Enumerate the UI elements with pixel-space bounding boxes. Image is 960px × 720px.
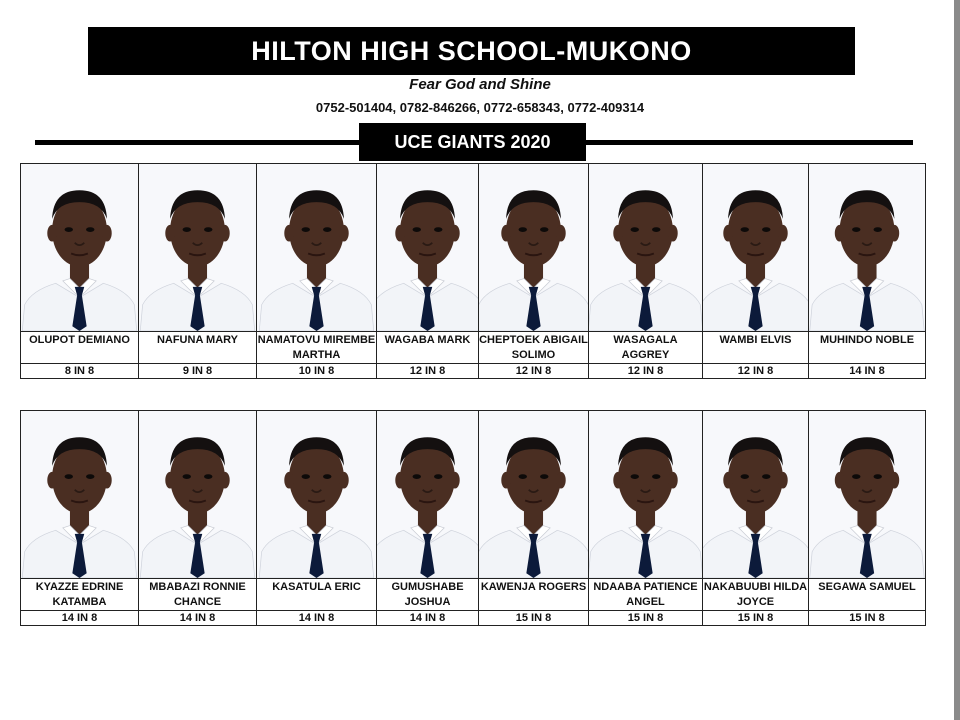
- student-portrait-icon: [21, 164, 138, 331]
- student-portrait-icon: [377, 164, 478, 331]
- student-photo: [20, 163, 138, 331]
- student-name: OLUPOT DEMIANO: [20, 331, 138, 363]
- student-score: 14 IN 8: [20, 610, 138, 626]
- student-photo: [256, 410, 376, 578]
- score-row-bottom: 14 IN 8 14 IN 8 14 IN 8 14 IN 8 15 IN 8 15 IN…: [20, 610, 926, 626]
- student-name: NDAABA PATIENCE ANGEL: [588, 578, 702, 610]
- student-name: GUMUSHABE JOSHUA: [376, 578, 478, 610]
- student-name: CHEPTOEK ABIGAIL SOLIMO: [478, 331, 588, 363]
- school-phone-numbers: 0752-501404, 0782-846266, 0772-658343, 0…: [315, 100, 645, 115]
- student-photo: [702, 410, 808, 578]
- student-name: SEGAWA SAMUEL: [808, 578, 926, 610]
- student-photo: [478, 410, 588, 578]
- student-name: KYAZZE EDRINE KATAMBA: [20, 578, 138, 610]
- photo-row-top: [20, 163, 926, 331]
- student-name: NAMATOVU MIREMBE MARTHA: [256, 331, 376, 363]
- student-name: WAMBI ELVIS: [702, 331, 808, 363]
- student-portrait-icon: [257, 411, 376, 578]
- student-portrait-icon: [703, 164, 808, 331]
- name-row-top: OLUPOT DEMIANO NAFUNA MARY NAMATOVU MIREMB…: [20, 331, 926, 363]
- student-photo: [808, 163, 926, 331]
- student-score: 12 IN 8: [376, 363, 478, 379]
- photo-row-bottom: [20, 410, 926, 578]
- student-portrait-icon: [257, 164, 376, 331]
- page-right-edge: [954, 0, 960, 720]
- student-score: 15 IN 8: [702, 610, 808, 626]
- student-score: 15 IN 8: [588, 610, 702, 626]
- student-portrait-icon: [377, 411, 478, 578]
- student-score: 14 IN 8: [376, 610, 478, 626]
- student-portrait-icon: [479, 411, 588, 578]
- student-photo: [808, 410, 926, 578]
- student-photo: [588, 163, 702, 331]
- student-portrait-icon: [139, 411, 256, 578]
- student-name: NAFUNA MARY: [138, 331, 256, 363]
- student-name: KAWENJA ROGERS: [478, 578, 588, 610]
- name-row-bottom: KYAZZE EDRINE KATAMBA MBABAZI RONNIE CHAN…: [20, 578, 926, 610]
- student-portrait-icon: [139, 164, 256, 331]
- student-portrait-icon: [589, 164, 702, 331]
- student-score: 10 IN 8: [256, 363, 376, 379]
- student-name: MBABAZI RONNIE CHANCE: [138, 578, 256, 610]
- student-photo: [138, 410, 256, 578]
- student-photo: [702, 163, 808, 331]
- student-score: 12 IN 8: [478, 363, 588, 379]
- section-title: UCE GIANTS 2020: [359, 123, 586, 161]
- student-score: 14 IN 8: [138, 610, 256, 626]
- student-score: 14 IN 8: [256, 610, 376, 626]
- student-score: 12 IN 8: [588, 363, 702, 379]
- school-name-banner: HILTON HIGH SCHOOL-MUKONO: [88, 27, 855, 75]
- student-score: 9 IN 8: [138, 363, 256, 379]
- student-name: NAKABUUBI HILDA JOYCE: [702, 578, 808, 610]
- student-name: WAGABA MARK: [376, 331, 478, 363]
- student-score: 15 IN 8: [478, 610, 588, 626]
- student-portrait-icon: [703, 411, 808, 578]
- student-photo: [376, 410, 478, 578]
- student-score: 12 IN 8: [702, 363, 808, 379]
- student-name: WASAGALA AGGREY: [588, 331, 702, 363]
- student-portrait-icon: [809, 411, 925, 578]
- school-motto: Fear God and Shine: [409, 76, 551, 93]
- student-portrait-icon: [809, 164, 925, 331]
- student-name: KASATULA ERIC: [256, 578, 376, 610]
- student-portrait-icon: [21, 411, 138, 578]
- student-photo: [256, 163, 376, 331]
- student-photo: [376, 163, 478, 331]
- student-score: 14 IN 8: [808, 363, 926, 379]
- student-photo: [588, 410, 702, 578]
- student-photo: [20, 410, 138, 578]
- student-name: MUHINDO NOBLE: [808, 331, 926, 363]
- students-grid-bottom: KYAZZE EDRINE KATAMBA MBABAZI RONNIE CHAN…: [20, 410, 926, 626]
- student-photo: [478, 163, 588, 331]
- student-score: 15 IN 8: [808, 610, 926, 626]
- students-grid-top: OLUPOT DEMIANO NAFUNA MARY NAMATOVU MIREMB…: [20, 163, 926, 379]
- student-portrait-icon: [589, 411, 702, 578]
- student-score: 8 IN 8: [20, 363, 138, 379]
- student-portrait-icon: [479, 164, 588, 331]
- student-photo: [138, 163, 256, 331]
